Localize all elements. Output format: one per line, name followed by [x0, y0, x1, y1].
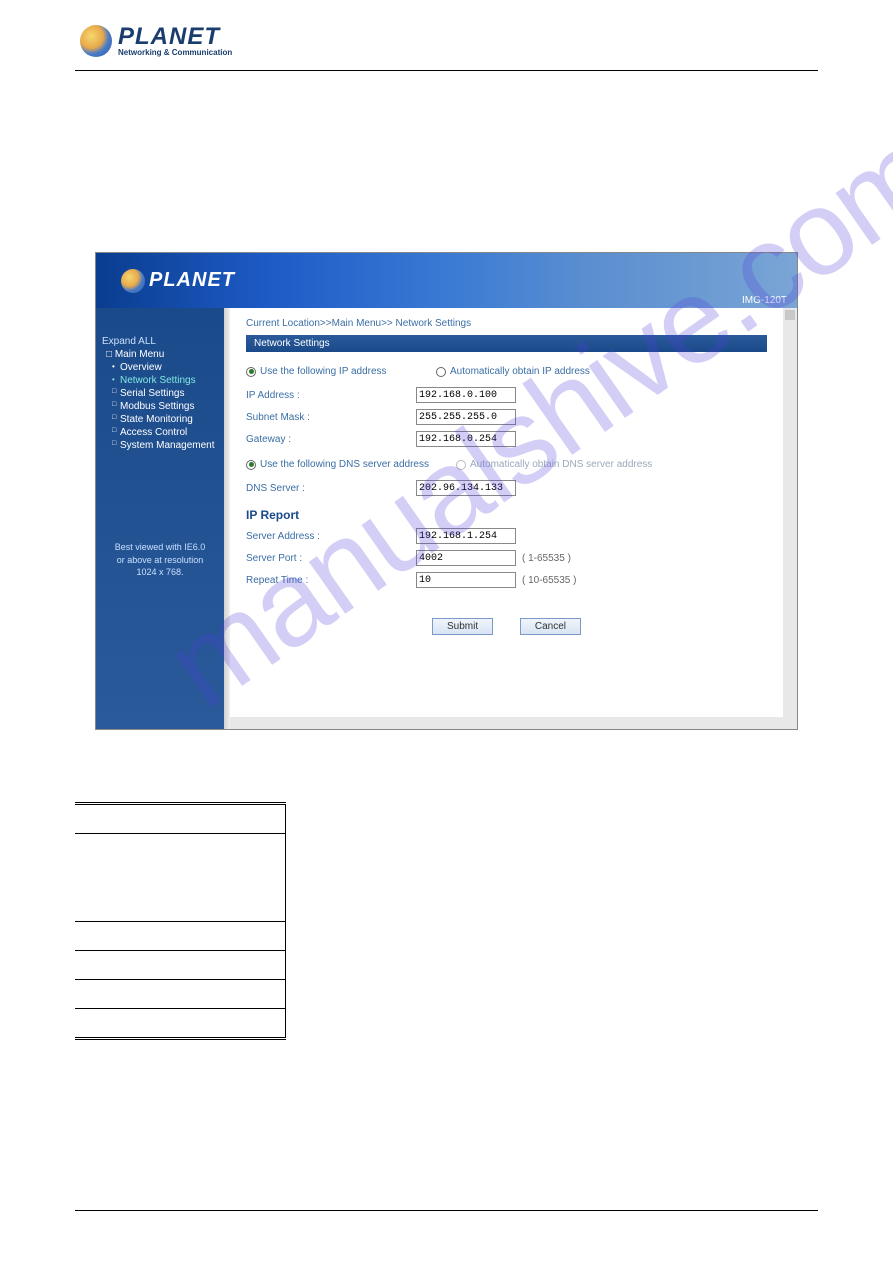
nav-label: Serial Settings: [120, 388, 184, 399]
page-header-logo: PLANET Networking & Communication: [80, 25, 232, 57]
main-menu-text: Main Menu: [115, 349, 164, 360]
server-addr-input[interactable]: [416, 528, 516, 544]
content-pane: Current Location>>Main Menu>> Network Se…: [230, 308, 783, 729]
breadcrumb: Current Location>>Main Menu>> Network Se…: [246, 318, 767, 329]
main-menu-label: □ Main Menu: [102, 349, 218, 360]
nav-label: State Monitoring: [120, 414, 193, 425]
row-mask: Subnet Mask :: [246, 409, 767, 425]
radio-dot-icon: [456, 460, 466, 470]
section-title: Network Settings: [246, 335, 767, 352]
row-gateway: Gateway :: [246, 431, 767, 447]
dns-input[interactable]: [416, 480, 516, 496]
table-row: [75, 804, 286, 834]
footer-rule: [75, 1210, 818, 1211]
nav-label: Modbus Settings: [120, 401, 195, 412]
brand-name: PLANET: [118, 25, 232, 49]
radio-label: Automatically obtain IP address: [450, 366, 590, 377]
sidebar: Expand ALL □ Main Menu Overview Network …: [96, 308, 224, 729]
radio-static-ip[interactable]: Use the following IP address: [246, 366, 436, 377]
server-addr-label: Server Address :: [246, 531, 416, 542]
table-row: [75, 922, 286, 951]
radio-label: Use the following DNS server address: [260, 459, 429, 470]
server-port-input[interactable]: [416, 550, 516, 566]
expand-all-link[interactable]: Expand ALL: [102, 336, 218, 347]
repeat-label: Repeat Time :: [246, 575, 416, 586]
repeat-hint: ( 10-65535 ): [522, 575, 576, 586]
gw-input[interactable]: [416, 431, 516, 447]
button-row: Submit Cancel: [246, 618, 767, 635]
banner-brand: PLANET: [149, 269, 235, 292]
table-row: [75, 951, 286, 980]
footer-line: Best viewed with IE6.0: [102, 541, 218, 554]
ip-input[interactable]: [416, 387, 516, 403]
nav-label: Overview: [120, 362, 162, 373]
radio-label: Automatically obtain DNS server address: [470, 459, 652, 470]
banner: PLANET IMG-120T: [96, 253, 797, 308]
screenshot-window: PLANET IMG-120T Expand ALL □ Main Menu O…: [95, 252, 798, 730]
mask-label: Subnet Mask :: [246, 412, 416, 423]
server-port-label: Server Port :: [246, 553, 416, 564]
sidebar-item-access[interactable]: Access Control: [112, 427, 218, 438]
ip-mode-radio-group: Use the following IP address Automatical…: [246, 366, 767, 377]
radio-auto-ip[interactable]: Automatically obtain IP address: [436, 366, 590, 377]
sidebar-item-system[interactable]: System Management: [112, 440, 218, 451]
vertical-scrollbar[interactable]: [783, 308, 797, 729]
port-hint: ( 1-65535 ): [522, 553, 571, 564]
sidebar-item-overview[interactable]: Overview: [112, 362, 218, 373]
dns-label: DNS Server :: [246, 483, 416, 494]
horizontal-scrollbar[interactable]: [230, 717, 783, 729]
dns-mode-radio-group: Use the following DNS server address Aut…: [246, 459, 767, 470]
ip-report-heading: IP Report: [246, 508, 767, 522]
table-row: [75, 1009, 286, 1039]
gw-label: Gateway :: [246, 434, 416, 445]
radio-dot-icon: [246, 367, 256, 377]
radio-dot-icon: [246, 460, 256, 470]
mask-input[interactable]: [416, 409, 516, 425]
logo-text: PLANET Networking & Communication: [118, 25, 232, 57]
sidebar-item-state[interactable]: State Monitoring: [112, 414, 218, 425]
cancel-button[interactable]: Cancel: [520, 618, 581, 635]
description-table: [75, 802, 286, 1040]
row-repeat: Repeat Time : ( 10-65535 ): [246, 572, 767, 588]
ip-label: IP Address :: [246, 390, 416, 401]
sidebar-item-network[interactable]: Network Settings: [112, 375, 218, 386]
radio-static-dns[interactable]: Use the following DNS server address: [246, 459, 456, 470]
row-ip: IP Address :: [246, 387, 767, 403]
sidebar-item-serial[interactable]: Serial Settings: [112, 388, 218, 399]
model-label: IMG-120T: [742, 295, 787, 306]
header-rule: [75, 70, 818, 71]
sidebar-footer: Best viewed with IE6.0 or above at resol…: [102, 541, 218, 579]
nav-label: Access Control: [120, 427, 187, 438]
planet-globe-icon: [80, 25, 112, 57]
footer-line: or above at resolution: [102, 554, 218, 567]
sidebar-nav: Overview Network Settings Serial Setting…: [102, 362, 218, 451]
table-row: [75, 980, 286, 1009]
brand-tagline: Networking & Communication: [118, 49, 232, 57]
radio-label: Use the following IP address: [260, 366, 387, 377]
radio-dot-icon: [436, 367, 446, 377]
table-row: [75, 834, 286, 922]
submit-button[interactable]: Submit: [432, 618, 493, 635]
sidebar-item-modbus[interactable]: Modbus Settings: [112, 401, 218, 412]
planet-globe-icon: [121, 269, 145, 293]
nav-label: Network Settings: [120, 375, 196, 386]
shot-body: Expand ALL □ Main Menu Overview Network …: [96, 308, 797, 729]
radio-auto-dns[interactable]: Automatically obtain DNS server address: [456, 459, 652, 470]
row-server-addr: Server Address :: [246, 528, 767, 544]
footer-line: 1024 x 768.: [102, 566, 218, 579]
row-dns: DNS Server :: [246, 480, 767, 496]
nav-label: System Management: [120, 440, 215, 451]
row-server-port: Server Port : ( 1-65535 ): [246, 550, 767, 566]
repeat-input[interactable]: [416, 572, 516, 588]
